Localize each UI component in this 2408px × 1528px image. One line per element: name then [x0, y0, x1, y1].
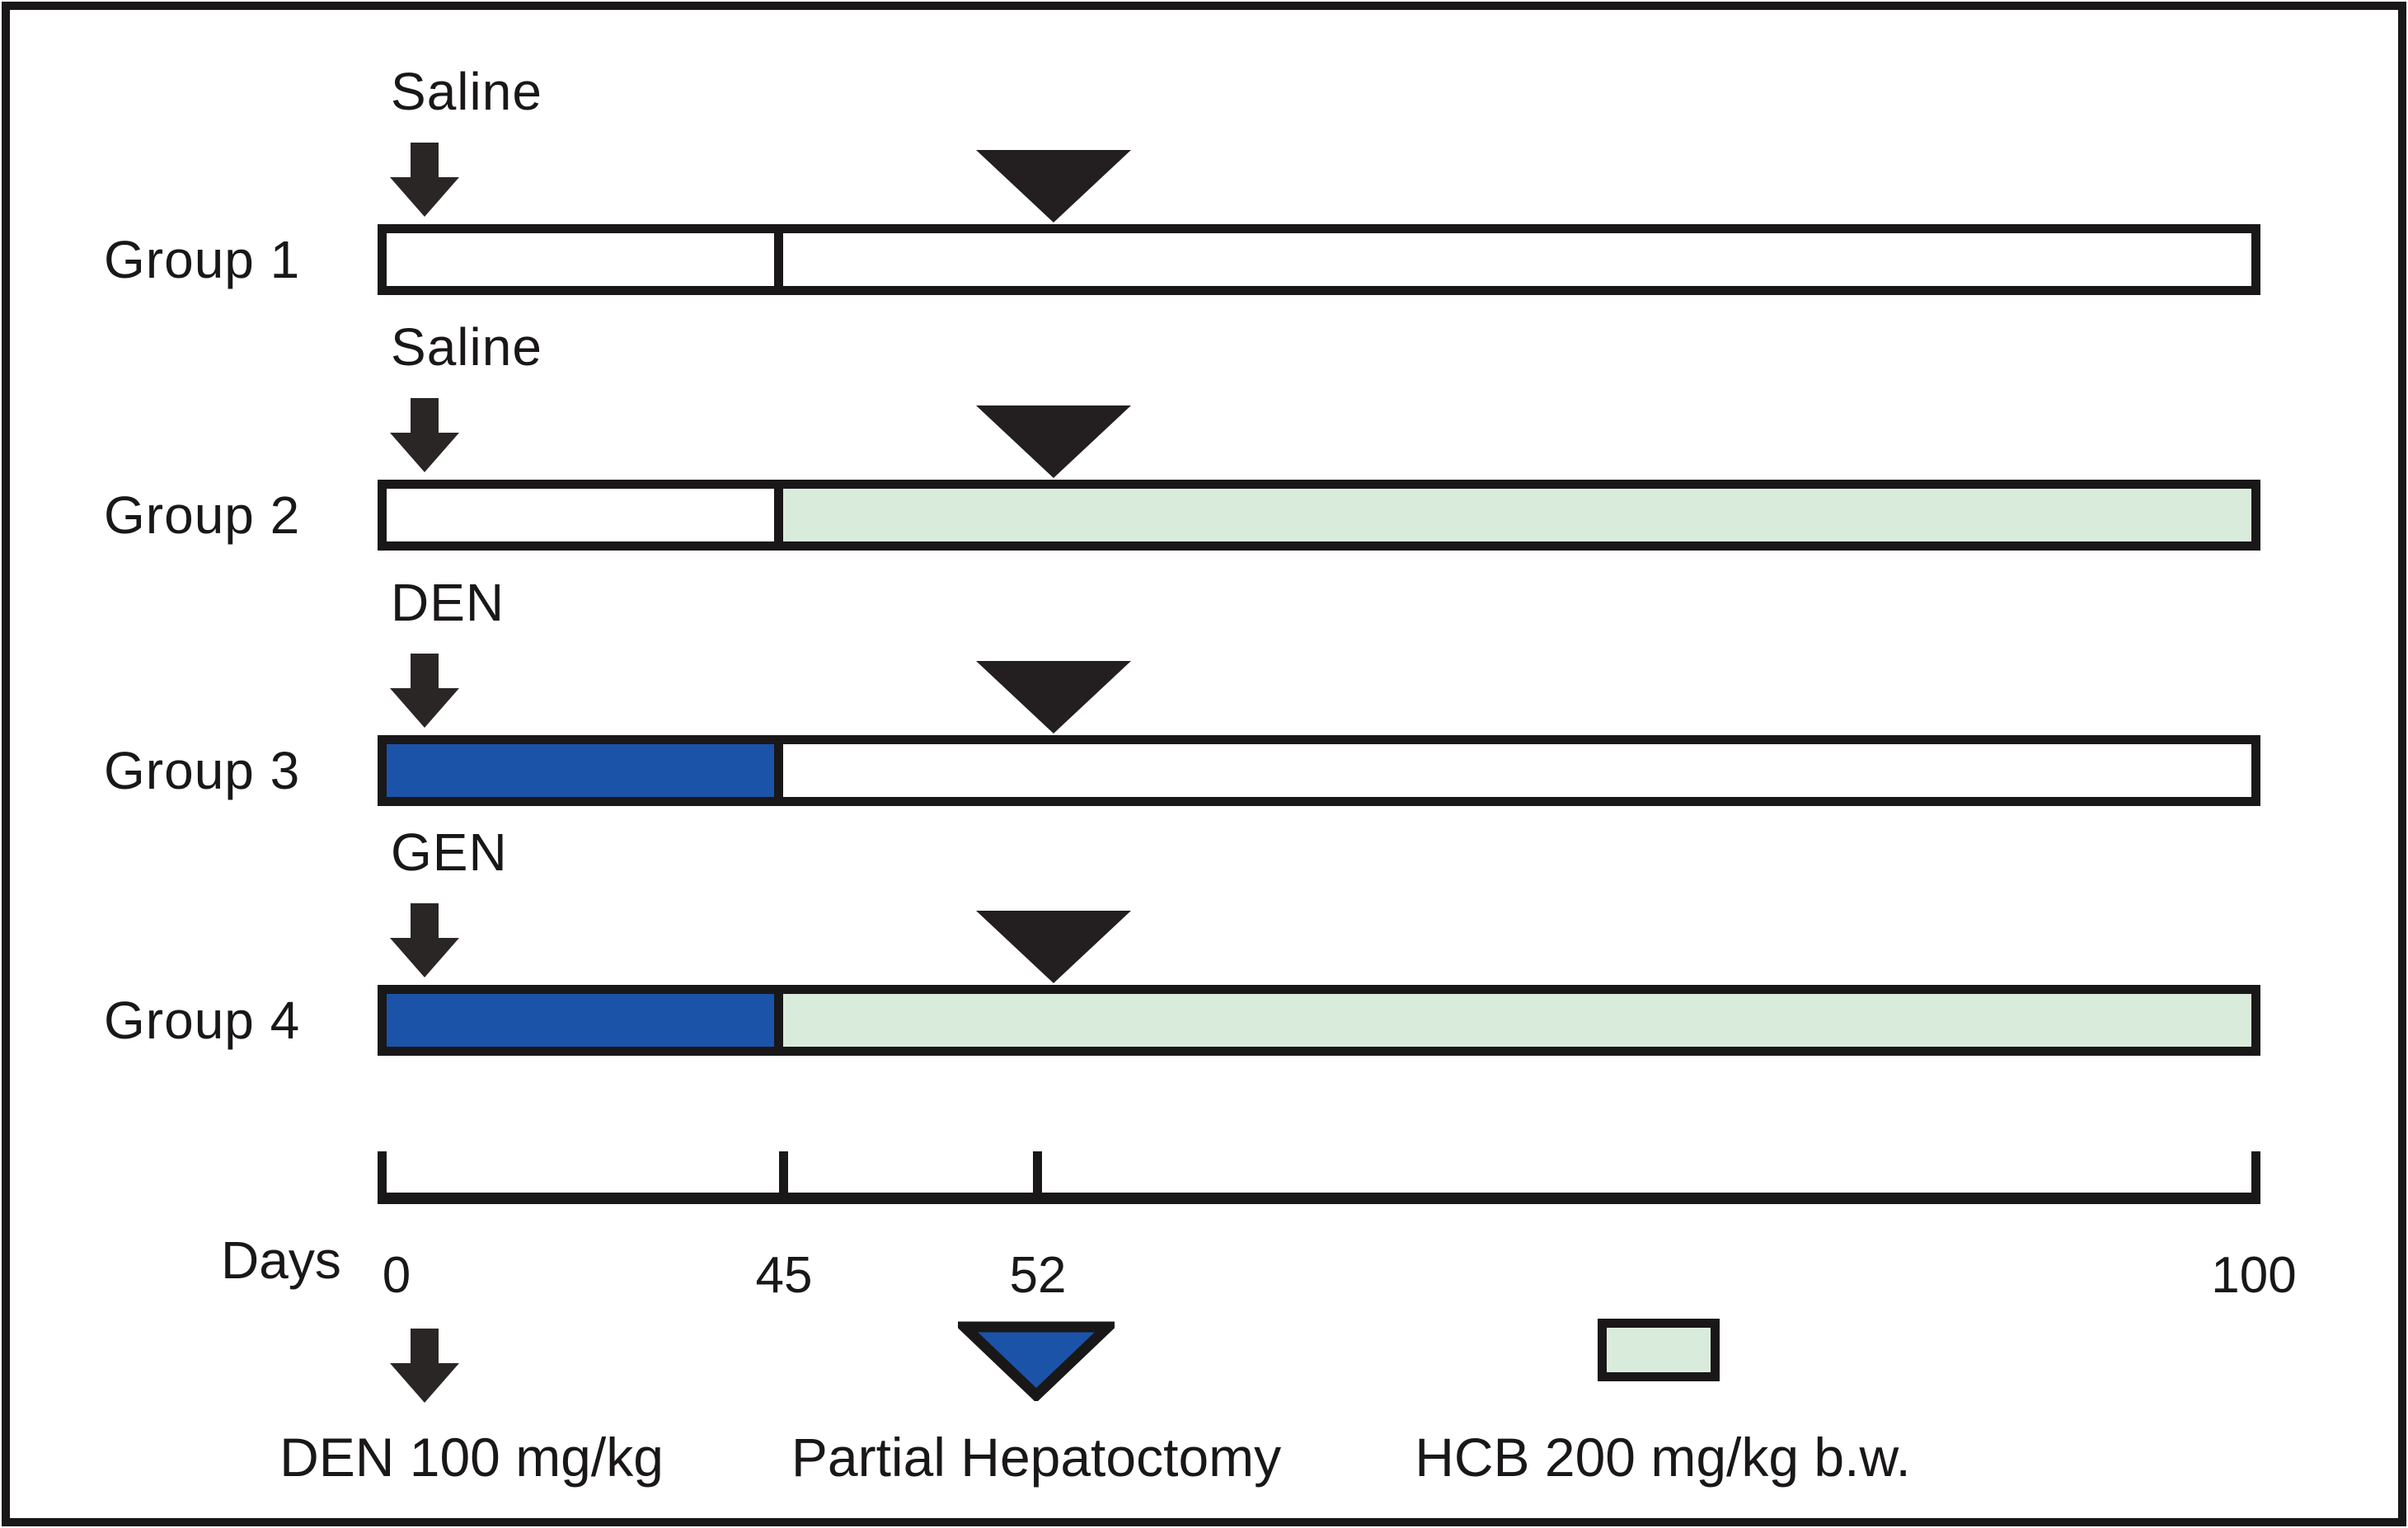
axis-title: Days: [221, 1230, 341, 1290]
arrow-head: [390, 688, 459, 728]
arrow-head: [390, 433, 459, 472]
hepatectomy-triangle-icon: [976, 150, 1131, 223]
legend-triangle-shape: [958, 1321, 1115, 1401]
bar-segment-days-45-100: [783, 744, 2251, 797]
timeline-bar: [378, 735, 2260, 806]
injection-arrow-down-icon: [390, 398, 459, 472]
bar-segment-days-0-45: [387, 994, 783, 1047]
group-label: Group 1: [104, 230, 301, 289]
days-axis-line: [378, 1193, 2260, 1204]
arrow-shaft: [411, 654, 439, 691]
injection-arrow-down-icon: [390, 903, 459, 977]
arrow-shaft: [411, 903, 439, 941]
injection-label: Saline: [391, 62, 542, 121]
timeline-bar: [378, 480, 2260, 551]
injection-label: DEN: [391, 573, 505, 632]
hepatectomy-triangle-icon: [976, 911, 1131, 983]
bar-segment-days-0-45: [387, 233, 783, 286]
bar-segment-days-45-100: [783, 994, 2251, 1047]
axis-tick-label: 45: [755, 1247, 813, 1304]
bar-segment-days-45-100: [783, 233, 2251, 286]
arrow-head: [390, 938, 459, 977]
timeline-bar: [378, 224, 2260, 295]
legend-label-hepatectomy: Partial Hepatoctomy: [791, 1427, 1282, 1488]
arrow-shaft: [411, 1329, 439, 1366]
arrow-shaft: [411, 143, 439, 180]
legend-triangle-down-icon: [958, 1321, 1115, 1401]
bar-segment-days-0-45: [387, 744, 783, 797]
injection-arrow-down-icon: [390, 654, 459, 728]
legend-arrow-down-icon: [390, 1329, 459, 1403]
timeline-bar: [378, 985, 2260, 1056]
arrow-shaft: [411, 398, 439, 436]
arrow-head: [390, 177, 459, 217]
group-label: Group 4: [104, 991, 301, 1050]
injection-label: GEN: [391, 823, 508, 882]
axis-tick-label: 100: [2211, 1247, 2297, 1304]
group-label: Group 3: [104, 741, 301, 800]
hepatectomy-triangle-icon: [976, 661, 1131, 734]
bar-segment-days-45-100: [783, 489, 2251, 541]
axis-tick-label: 52: [1009, 1247, 1067, 1304]
legend-label-den: DEN 100 mg/kg: [279, 1427, 664, 1488]
axis-tick-52: [1033, 1151, 1042, 1194]
axis-tick-label: 0: [382, 1247, 411, 1304]
arrow-head: [390, 1363, 459, 1403]
axis-tick-100: [2251, 1151, 2260, 1194]
injection-arrow-down-icon: [390, 143, 459, 217]
axis-tick-0: [378, 1151, 387, 1194]
group-label: Group 2: [104, 485, 301, 545]
axis-tick-45: [779, 1151, 788, 1194]
bar-segment-days-0-45: [387, 489, 783, 541]
legend-label-hcb: HCB 200 mg/kg b.w.: [1415, 1427, 1911, 1488]
hepatectomy-triangle-icon: [976, 405, 1131, 478]
legend-hcb-swatch-icon: [1598, 1319, 1720, 1381]
injection-label: Saline: [391, 317, 542, 377]
